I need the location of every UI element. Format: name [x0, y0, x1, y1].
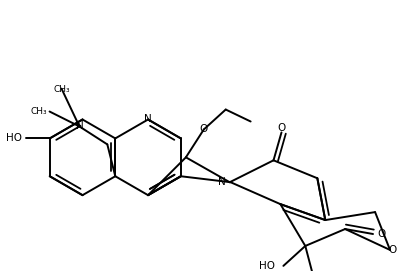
Text: O: O — [277, 123, 286, 134]
Text: O: O — [388, 245, 396, 255]
Text: O: O — [200, 125, 208, 134]
Text: N: N — [75, 122, 83, 131]
Text: CH₃: CH₃ — [31, 107, 48, 116]
Text: HO: HO — [6, 133, 22, 143]
Text: HO: HO — [259, 261, 275, 271]
Text: O: O — [377, 229, 385, 239]
Text: CH₃: CH₃ — [53, 85, 70, 94]
Text: N: N — [218, 177, 226, 187]
Text: N: N — [144, 115, 152, 125]
